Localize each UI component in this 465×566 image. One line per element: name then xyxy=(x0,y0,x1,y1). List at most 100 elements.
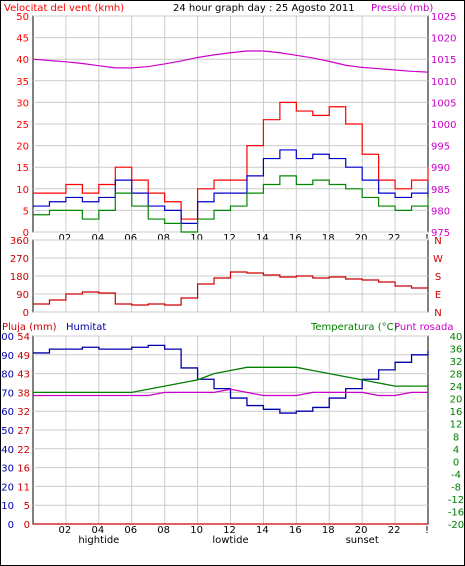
x-tick-label: 18 xyxy=(322,525,335,536)
humidity-tick: 0 xyxy=(8,520,14,531)
wind-pressure-series xyxy=(32,50,429,233)
x-tick-label: 08 xyxy=(157,233,170,244)
x-tick-label: 20 xyxy=(355,525,368,536)
humidity-tick: 50 xyxy=(1,426,14,437)
dewpoint-label: Punt rosada xyxy=(394,322,453,333)
temperature-tick: 16 xyxy=(450,407,463,418)
humidity-tick: 20 xyxy=(1,482,14,493)
compass-tick: N xyxy=(434,236,441,247)
pressure-tick: 1015 xyxy=(431,55,456,66)
humidity-tick: 80 xyxy=(1,370,14,381)
x-marker-label: sunset xyxy=(346,535,379,546)
compass-tick: E xyxy=(435,290,441,301)
humidity-axis: 0 10 20 30 40 50 60 70 80 90 100 xyxy=(0,332,14,531)
pressure-tick: 1010 xyxy=(431,77,456,88)
compass-tick: N xyxy=(434,308,441,319)
rain-tick: 49 xyxy=(17,351,30,362)
x-tick-label: 16 xyxy=(289,525,302,536)
wind-speed-tick: 35 xyxy=(16,77,29,88)
series-line-humidity xyxy=(33,344,429,414)
x-tick-label: 04 xyxy=(91,233,104,244)
x-tick-label: ! xyxy=(425,525,429,536)
temperature-tick: 32 xyxy=(450,357,463,368)
x-marker-label: lowtide xyxy=(212,535,248,546)
wind-direction-tick: 90 xyxy=(16,290,29,301)
rain-tick: 32 xyxy=(17,407,30,418)
rain-tick: 43 xyxy=(17,370,30,381)
pressure-tick: 1025 xyxy=(431,12,456,23)
x-tick-label: 02 xyxy=(59,233,72,244)
temperature-tick: 20 xyxy=(450,395,463,406)
wind-speed-axis: 0 5 10 15 20 25 30 35 40 45 50 xyxy=(16,12,29,239)
compass-tick: S xyxy=(435,272,441,283)
pressure-tick: 980 xyxy=(431,206,450,217)
temperature-tick: -12 xyxy=(448,495,464,506)
temperature-tick: 40 xyxy=(450,332,463,343)
wind-direction-series xyxy=(33,271,428,306)
series-line-low xyxy=(33,175,429,233)
pressure-tick: 1005 xyxy=(431,98,456,109)
rain-tick: 54 xyxy=(17,332,30,343)
wind-speed-tick: 15 xyxy=(16,163,29,174)
x-tick-label: 12 xyxy=(223,233,236,244)
x-tick-label: 14 xyxy=(256,233,269,244)
wind-speed-tick: 40 xyxy=(16,55,29,66)
wind-speed-tick: 45 xyxy=(16,34,29,45)
wind-direction-tick: 0 xyxy=(23,308,29,319)
series-line-dewpoint xyxy=(33,388,428,397)
pressure-axis: 975 980 985 990 995 1000 1005 1010 1015 1020 1025 xyxy=(431,12,456,239)
x-tick-label: 14 xyxy=(256,525,269,536)
humidity-temp-grid xyxy=(33,335,428,525)
x-tick-label: 06 xyxy=(124,525,137,536)
humidity-temp-series xyxy=(33,344,429,525)
temperature-tick: 4 xyxy=(453,445,459,456)
x-tick-label: 04 xyxy=(91,525,104,536)
humidity-temp-x-axis: 02 04 06 08 10 12 14 16 18 20 22 ! hightide lowtide su… xyxy=(59,525,429,546)
humidity-tick: 30 xyxy=(1,464,14,475)
temperature-tick: 0 xyxy=(453,457,459,468)
series-line-pressure xyxy=(32,50,429,73)
x-tick-label: 18 xyxy=(322,233,335,244)
wind-speed-tick: 25 xyxy=(16,120,29,131)
x-tick-label: 12 xyxy=(223,525,236,536)
humidity-tick: 70 xyxy=(1,388,14,399)
wind-direction-tick: 270 xyxy=(10,254,29,265)
series-line-temperature xyxy=(33,366,428,394)
pressure-tick: 985 xyxy=(431,185,450,196)
wind-speed-tick: 10 xyxy=(16,185,29,196)
temperature-tick: 12 xyxy=(450,420,463,431)
x-tick-label: 02 xyxy=(59,525,72,536)
x-marker-label: hightide xyxy=(78,535,119,546)
temperature-tick: -16 xyxy=(448,507,464,518)
wind-speed-tick: 5 xyxy=(23,206,29,217)
temperature-tick: -8 xyxy=(451,482,461,493)
temperature-tick: 24 xyxy=(450,382,463,393)
temperature-tick: 28 xyxy=(450,370,463,381)
rain-tick: 0 xyxy=(24,520,30,531)
x-tick-label: ! xyxy=(425,233,429,244)
graph-title: 24 hour graph day : 25 Agosto 2011 xyxy=(173,3,355,14)
temperature-tick: -4 xyxy=(451,470,461,481)
wind-speed-label: Velocitat del vent (kmh) xyxy=(4,3,124,14)
series-line-avg xyxy=(33,149,429,224)
rain-tick: 11 xyxy=(17,482,30,493)
humidity-tick: 100 xyxy=(0,332,14,343)
x-tick-label: 10 xyxy=(190,233,203,244)
wind-speed-tick: 50 xyxy=(16,12,29,23)
humidity-tick: 40 xyxy=(1,445,14,456)
temperature-tick: 8 xyxy=(453,432,459,443)
x-tick-label: 20 xyxy=(355,233,368,244)
pressure-tick: 1020 xyxy=(431,34,456,45)
rain-tick: 5 xyxy=(24,501,30,512)
rain-tick: 22 xyxy=(17,445,30,456)
rain-tick: 16 xyxy=(17,464,30,475)
x-tick-label: 22 xyxy=(388,525,401,536)
pressure-tick: 990 xyxy=(431,163,450,174)
wind-speed-tick: 0 xyxy=(23,228,29,239)
humidity-tick: 90 xyxy=(1,351,14,362)
wind-speed-tick: 30 xyxy=(16,98,29,109)
x-tick-label: 08 xyxy=(157,525,170,536)
